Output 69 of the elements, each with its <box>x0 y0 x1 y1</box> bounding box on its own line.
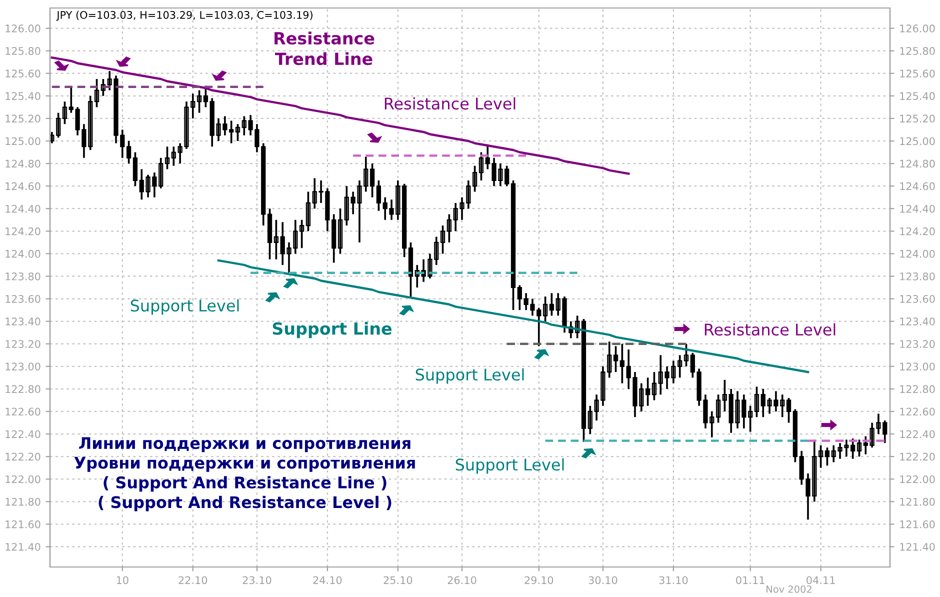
y2-tick-label: 121.80 <box>900 498 935 506</box>
x-tick-label: 31.10 <box>659 576 688 584</box>
y2-tick-label: 125.80 <box>900 47 935 55</box>
x-tick-label: 24.10 <box>313 576 342 584</box>
y-tick-label: 124.60 <box>6 182 40 190</box>
y2-tick-label: 123.40 <box>900 318 935 326</box>
y-tick-label: 122.40 <box>6 430 40 438</box>
y-tick-label: 126.00 <box>6 24 40 32</box>
y-tick-label: 124.00 <box>6 250 40 258</box>
annotation: Support Level <box>130 299 239 315</box>
y-tick-label: 123.40 <box>6 318 40 326</box>
y-tick-label: 121.60 <box>6 520 40 528</box>
x-tick-label: 01.11 <box>736 576 764 584</box>
y2-tick-label: 123.60 <box>900 294 935 303</box>
y-tick-label: 123.80 <box>6 272 40 280</box>
x-tick-label: 25.10 <box>384 576 412 584</box>
y2-tick-label: 125.60 <box>900 70 935 78</box>
y2-tick-label: 123.20 <box>900 340 935 348</box>
x-tick-label: 10 <box>116 576 128 584</box>
y-tick-label: 123.60 <box>6 294 40 303</box>
annotation: Support Line <box>272 322 392 338</box>
annotation: Support Level <box>416 368 524 384</box>
y2-tick-label: 122.80 <box>900 385 935 394</box>
y-tick-label: 124.80 <box>6 160 40 168</box>
y2-tick-label: 125.40 <box>900 92 935 100</box>
y2-tick-label: 126.00 <box>900 24 935 32</box>
x-tick-label: 29.10 <box>524 576 554 584</box>
y-tick-label: 122.80 <box>6 385 40 394</box>
y2-tick-label: 121.40 <box>900 542 935 551</box>
y-tick-label: 124.20 <box>6 227 40 236</box>
y-tick-label: 122.00 <box>6 475 40 484</box>
y2-tick-label: 122.40 <box>900 430 935 438</box>
annotation: Resistance Trend Line <box>274 32 374 66</box>
y2-tick-label: 122.60 <box>900 408 935 416</box>
y-tick-label: 125.60 <box>6 70 40 78</box>
annotation: Resistance Level <box>704 323 836 336</box>
y2-tick-label: 123.00 <box>900 362 935 370</box>
y-tick-label: 123.20 <box>6 340 40 348</box>
y-tick-label: 122.60 <box>6 408 40 416</box>
y2-tick-label: 125.20 <box>900 114 935 123</box>
x-tick-label: 22.10 <box>178 576 208 584</box>
chart-title: JPY (O=103.03, H=103.29, L=103.03, C=103.19) <box>56 10 312 21</box>
y2-tick-label: 121.60 <box>900 520 935 528</box>
y2-tick-label: 125.00 <box>900 137 935 146</box>
y-tick-label: 121.80 <box>6 498 40 506</box>
y-tick-label: 122.20 <box>6 452 40 461</box>
x-tick-label: 30.10 <box>588 576 618 584</box>
y-tick-label: 125.00 <box>6 137 40 146</box>
x-tick-label: 04.11 <box>806 576 835 584</box>
y2-tick-label: 124.00 <box>900 250 935 258</box>
y-tick-label: 125.40 <box>6 92 40 100</box>
y-tick-label: 125.80 <box>6 47 40 55</box>
y-tick-label: 125.20 <box>6 114 40 123</box>
y2-tick-label: 124.60 <box>900 182 935 190</box>
y-tick-label: 124.40 <box>6 204 40 213</box>
annotation: Support Level <box>456 458 564 474</box>
y2-tick-label: 123.80 <box>900 272 935 280</box>
text: Nov 2002 <box>766 585 812 593</box>
y2-tick-label: 124.40 <box>900 204 935 213</box>
y-tick-label: 123.00 <box>6 362 40 370</box>
annotation: Линии поддержки и сопротивления Уровни поддержки и сопротивления ( Support And Resistance Line ) ( Support And Resistance Level ) <box>74 437 415 512</box>
y2-tick-label: 124.20 <box>900 227 935 236</box>
annotation: Resistance Level <box>384 97 516 110</box>
x-tick-label: 26.10 <box>448 576 476 584</box>
y-tick-label: 121.40 <box>6 542 40 551</box>
y2-tick-label: 122.00 <box>900 475 935 484</box>
x-tick-label: 23.10 <box>242 576 272 584</box>
y2-tick-label: 122.20 <box>900 452 935 461</box>
y2-tick-label: 124.80 <box>900 160 935 168</box>
